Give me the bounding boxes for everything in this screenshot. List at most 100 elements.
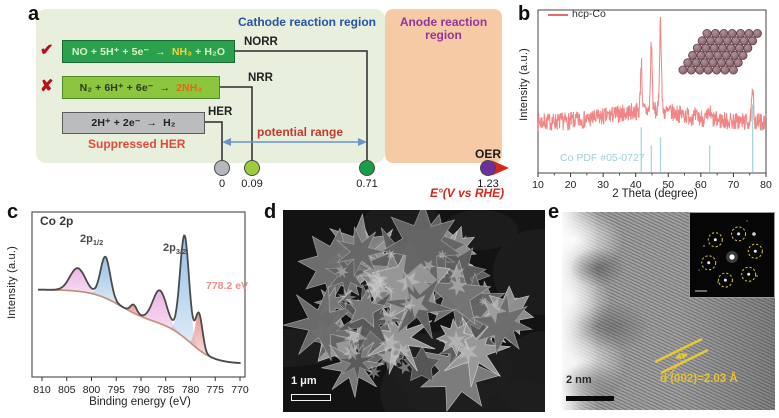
atom-sphere bbox=[736, 28, 746, 38]
faint-diffraction-spot bbox=[717, 281, 719, 283]
faint-diffraction-spot bbox=[752, 232, 756, 236]
pdf-reference-label: Co PDF #05-0727 bbox=[560, 152, 645, 164]
xps-plot: 810 805 800 795 790 785 780 775 770 bbox=[31, 211, 249, 396]
binding-energy-annotation: 778.2 eV bbox=[206, 280, 249, 292]
norr-connector-line bbox=[235, 50, 368, 161]
her-equation: 2H⁺ + 2e⁻ → H₂ bbox=[91, 117, 176, 129]
anode-region-title: Anode reaction region bbox=[399, 15, 488, 43]
xrd-plot: 10 20 30 40 50 60 70 80 bbox=[532, 9, 772, 191]
xrd-tick-label: 50 bbox=[662, 179, 674, 191]
dendrite-petal bbox=[470, 292, 533, 355]
xps-tick-label: 770 bbox=[231, 384, 249, 396]
dendrite-highlight bbox=[334, 264, 349, 279]
atom-sphere bbox=[728, 65, 738, 75]
dendrite-highlight bbox=[342, 342, 362, 361]
xps-envelope-line bbox=[38, 234, 241, 364]
xps-tick-label: 785 bbox=[157, 384, 175, 396]
suppressed-her-label: Suppressed HER bbox=[88, 137, 186, 151]
her-connector-line bbox=[205, 121, 223, 161]
panel-c-label: c bbox=[7, 201, 19, 223]
diffraction-spot bbox=[723, 278, 727, 282]
potential-point-0 bbox=[214, 160, 230, 176]
hrtem-image bbox=[562, 212, 775, 410]
dendrite-petal bbox=[440, 317, 511, 388]
xrd-tick-label: 20 bbox=[565, 179, 577, 191]
atom-sphere bbox=[688, 50, 698, 60]
lattice-plane-line-1 bbox=[654, 337, 703, 364]
norr-equation-box: NO + 5H⁺ + 5e⁻ → NH₃ + H₂O bbox=[62, 40, 235, 63]
dendrite-highlight bbox=[363, 268, 389, 295]
atom-sphere bbox=[692, 43, 702, 53]
spot-marker-circle bbox=[707, 232, 723, 248]
atom-sphere bbox=[744, 28, 754, 38]
atom-sphere bbox=[697, 36, 707, 46]
dendrite-highlight bbox=[385, 249, 397, 261]
diffraction-spot bbox=[707, 261, 711, 265]
spot-marker-circle bbox=[741, 266, 757, 282]
atom-sphere bbox=[743, 43, 753, 53]
panel-a-diagram-lines bbox=[70, 50, 509, 176]
dendrite-highlight bbox=[343, 325, 368, 349]
central-beam-spot bbox=[729, 254, 735, 260]
spacing-arrow-icon bbox=[680, 352, 689, 359]
diffraction-spot bbox=[747, 272, 751, 276]
xps-tick-label: 805 bbox=[58, 384, 76, 396]
atom-sphere bbox=[710, 28, 720, 38]
xps-title: Co 2p bbox=[40, 214, 74, 228]
potential-range-label: potential range bbox=[256, 125, 343, 139]
norr-product: NH₃ bbox=[165, 45, 193, 58]
legend-label: hcp-Co bbox=[572, 8, 606, 20]
potential-point-1.23 bbox=[480, 160, 496, 176]
arrow-right-icon bbox=[358, 138, 367, 146]
dendrite-highlight bbox=[364, 282, 387, 304]
dendrite-highlight bbox=[397, 360, 411, 375]
saed-inset bbox=[689, 212, 775, 298]
xrd-ylabel: Intensity (a.u.) bbox=[518, 48, 530, 121]
xrd-tick-label: 80 bbox=[760, 179, 772, 191]
dendrite-highlight bbox=[436, 249, 448, 261]
panel-b-label: b bbox=[518, 3, 531, 25]
dendrite-highlight bbox=[378, 332, 401, 353]
atom-sphere bbox=[702, 28, 712, 38]
axis-arrowhead-icon bbox=[492, 160, 509, 176]
spacing-arrow-icon bbox=[675, 353, 683, 360]
xps-tick-label: 810 bbox=[33, 384, 51, 396]
atom-sphere bbox=[733, 58, 743, 68]
dendrite-highlight bbox=[448, 263, 466, 283]
hrtem-scalebar-label: 2 nm bbox=[566, 374, 592, 386]
nrr-equation-left: N₂ + 6H⁺ + 6e⁻ → bbox=[79, 81, 171, 94]
xps-background-line bbox=[38, 288, 241, 364]
faint-diffraction-spot bbox=[756, 275, 758, 277]
legend-line-swatch bbox=[548, 14, 568, 16]
dendrite-highlight bbox=[394, 342, 413, 361]
check-icon: ✔ bbox=[40, 42, 54, 59]
axis-unit-label: E°(V vs RHE) bbox=[430, 186, 505, 200]
xrd-tick-label: 70 bbox=[728, 179, 740, 191]
annotation-leader-line bbox=[663, 363, 680, 382]
dendrite-highlight bbox=[383, 284, 395, 297]
spot-marker-circle bbox=[717, 272, 733, 288]
xps-tick-label: 780 bbox=[182, 384, 200, 396]
atom-sphere bbox=[752, 28, 762, 38]
oer-tag: OER bbox=[474, 147, 501, 161]
nrr-tag: NRR bbox=[248, 72, 273, 84]
lattice-spacing-annotation-lines bbox=[654, 337, 709, 382]
xrd-tick-label: 10 bbox=[532, 179, 544, 191]
dendrite-petal bbox=[345, 287, 386, 328]
dendrite-highlight bbox=[446, 330, 466, 353]
atom-sphere bbox=[727, 28, 737, 38]
dendrite-highlight bbox=[422, 259, 436, 273]
diffraction-spot bbox=[713, 238, 717, 242]
dendrite-petal bbox=[381, 210, 462, 282]
diffraction-spot bbox=[753, 249, 757, 253]
panel-e-label: e bbox=[548, 201, 560, 223]
hrtem-scalebar bbox=[566, 396, 614, 401]
anode-region-background bbox=[385, 9, 502, 163]
dendrite-highlight bbox=[366, 365, 382, 380]
spot-marker-circle bbox=[701, 255, 717, 271]
peak-label-2p32: 2p3/2 bbox=[163, 242, 187, 257]
faint-diffraction-spot bbox=[746, 220, 748, 222]
panel-a-label: a bbox=[28, 3, 40, 25]
xrd-tick-label: 40 bbox=[630, 179, 642, 191]
